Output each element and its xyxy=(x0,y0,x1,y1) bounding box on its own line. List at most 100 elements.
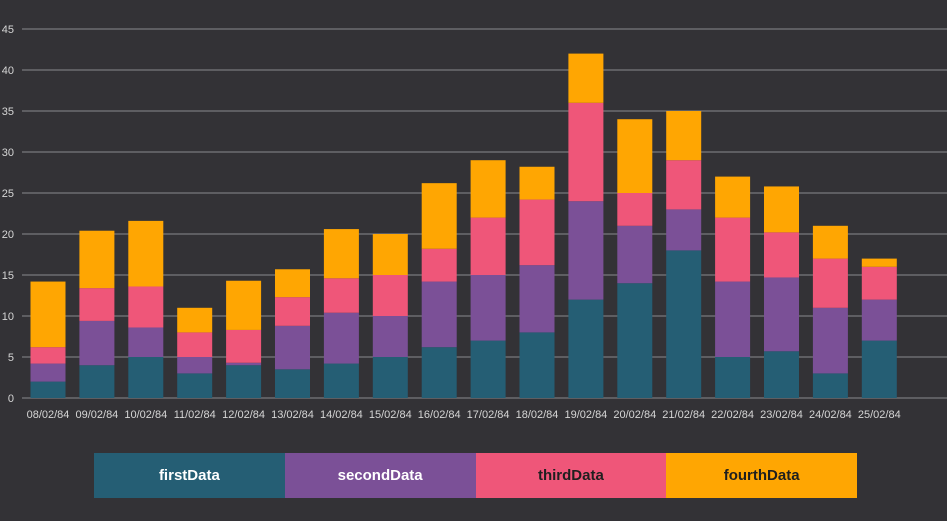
bar-segment-fourthData[interactable] xyxy=(812,225,848,259)
bar-segment-firstData[interactable] xyxy=(470,340,506,398)
bar-segment-fourthData[interactable] xyxy=(568,53,604,103)
bar-segment-secondData[interactable] xyxy=(128,327,164,357)
bar-stack-17-02-84[interactable] xyxy=(470,160,506,398)
bar-segment-firstData[interactable] xyxy=(177,373,213,398)
bar-segment-thirdData[interactable] xyxy=(617,193,653,226)
bar-segment-secondData[interactable] xyxy=(30,363,66,382)
bar-segment-secondData[interactable] xyxy=(666,209,702,251)
bar-segment-firstData[interactable] xyxy=(372,357,408,398)
legend-item-fourthData[interactable]: fourthData xyxy=(666,453,857,498)
bar-segment-thirdData[interactable] xyxy=(30,347,66,364)
bar-segment-secondData[interactable] xyxy=(617,225,653,284)
bar-segment-firstData[interactable] xyxy=(79,365,115,398)
bar-segment-thirdData[interactable] xyxy=(568,102,604,202)
bar-stack-12-02-84[interactable] xyxy=(226,280,262,398)
bar-segment-fourthData[interactable] xyxy=(30,281,66,348)
bar-segment-thirdData[interactable] xyxy=(861,266,897,300)
bar-segment-thirdData[interactable] xyxy=(177,332,213,357)
bar-segment-thirdData[interactable] xyxy=(764,232,799,278)
legend-item-firstData[interactable]: firstData xyxy=(94,453,285,498)
bar-segment-firstData[interactable] xyxy=(617,283,653,398)
bar-stack-19-02-84[interactable] xyxy=(568,53,604,398)
bar-segment-thirdData[interactable] xyxy=(323,278,359,313)
bar-stack-13-02-84[interactable] xyxy=(275,269,310,398)
bar-segment-fourthData[interactable] xyxy=(275,269,310,298)
bar-segment-firstData[interactable] xyxy=(715,357,751,398)
y-tick-label: 0 xyxy=(8,393,14,405)
bar-stack-16-02-84[interactable] xyxy=(421,183,457,398)
bar-stack-14-02-84[interactable] xyxy=(323,229,359,398)
bar-segment-thirdData[interactable] xyxy=(470,217,506,275)
bar-stack-08-02-84[interactable] xyxy=(30,281,66,398)
bar-stack-18-02-84[interactable] xyxy=(519,166,555,398)
bar-segment-secondData[interactable] xyxy=(715,281,751,357)
bar-stack-20-02-84[interactable] xyxy=(617,119,653,398)
bar-segment-thirdData[interactable] xyxy=(79,288,115,321)
bar-segment-firstData[interactable] xyxy=(812,373,848,398)
bar-segment-fourthData[interactable] xyxy=(764,186,799,233)
bar-segment-fourthData[interactable] xyxy=(421,183,457,249)
bar-segment-secondData[interactable] xyxy=(764,277,799,352)
x-tick-label: 15/02/84 xyxy=(369,409,412,421)
bar-stack-10-02-84[interactable] xyxy=(128,220,164,398)
bar-segment-firstData[interactable] xyxy=(128,357,164,398)
bar-segment-secondData[interactable] xyxy=(861,299,897,341)
bar-stack-22-02-84[interactable] xyxy=(715,176,751,398)
bar-segment-secondData[interactable] xyxy=(812,307,848,374)
bar-segment-secondData[interactable] xyxy=(177,357,213,374)
bar-segment-thirdData[interactable] xyxy=(226,329,262,363)
bar-segment-secondData[interactable] xyxy=(519,265,555,333)
bar-segment-secondData[interactable] xyxy=(226,362,262,366)
bar-segment-fourthData[interactable] xyxy=(617,119,653,193)
bar-layer xyxy=(30,53,897,398)
bar-segment-fourthData[interactable] xyxy=(323,229,359,279)
bar-segment-thirdData[interactable] xyxy=(519,199,555,266)
bar-segment-fourthData[interactable] xyxy=(79,230,115,289)
bar-segment-fourthData[interactable] xyxy=(861,258,897,267)
bar-segment-fourthData[interactable] xyxy=(128,220,164,287)
x-tick-label: 13/02/84 xyxy=(271,409,314,421)
bar-segment-fourthData[interactable] xyxy=(177,307,213,333)
bar-segment-firstData[interactable] xyxy=(30,381,66,398)
bar-segment-thirdData[interactable] xyxy=(128,286,164,328)
legend-item-secondData[interactable]: secondData xyxy=(284,453,476,498)
bar-segment-secondData[interactable] xyxy=(372,316,408,357)
bar-segment-thirdData[interactable] xyxy=(812,258,848,308)
bar-segment-firstData[interactable] xyxy=(666,250,702,398)
bar-stack-09-02-84[interactable] xyxy=(79,230,115,398)
bar-segment-thirdData[interactable] xyxy=(715,217,751,282)
bar-segment-fourthData[interactable] xyxy=(715,176,751,218)
bar-stack-25-02-84[interactable] xyxy=(861,258,897,398)
bar-stack-11-02-84[interactable] xyxy=(177,307,213,398)
bar-stack-24-02-84[interactable] xyxy=(812,225,848,398)
bar-segment-firstData[interactable] xyxy=(764,351,799,398)
bar-segment-thirdData[interactable] xyxy=(421,248,457,282)
bar-segment-secondData[interactable] xyxy=(421,281,457,348)
bar-stack-23-02-84[interactable] xyxy=(764,186,799,398)
bar-segment-firstData[interactable] xyxy=(275,369,310,398)
bar-segment-fourthData[interactable] xyxy=(372,234,408,275)
bar-segment-firstData[interactable] xyxy=(568,299,604,398)
bar-segment-fourthData[interactable] xyxy=(226,280,262,330)
bar-segment-fourthData[interactable] xyxy=(470,160,506,218)
bar-segment-firstData[interactable] xyxy=(519,332,555,398)
bar-segment-thirdData[interactable] xyxy=(666,160,702,210)
bar-segment-firstData[interactable] xyxy=(323,363,359,398)
bar-segment-firstData[interactable] xyxy=(226,365,262,398)
bar-segment-thirdData[interactable] xyxy=(275,297,310,326)
bar-segment-fourthData[interactable] xyxy=(519,166,555,200)
bar-segment-firstData[interactable] xyxy=(421,347,457,398)
bar-segment-secondData[interactable] xyxy=(568,201,604,300)
bar-segment-fourthData[interactable] xyxy=(666,111,702,161)
x-tick-label: 14/02/84 xyxy=(320,409,363,421)
bar-stack-21-02-84[interactable] xyxy=(666,111,702,398)
bar-segment-secondData[interactable] xyxy=(79,320,115,366)
bar-segment-thirdData[interactable] xyxy=(372,275,408,316)
legend-item-thirdData[interactable]: thirdData xyxy=(475,453,667,498)
bar-segment-secondData[interactable] xyxy=(470,275,506,341)
bar-segment-secondData[interactable] xyxy=(323,312,359,364)
y-axis-tick-labels: 0 5 10 15 20 25 30 35 40 45 xyxy=(2,24,14,405)
bar-stack-15-02-84[interactable] xyxy=(372,234,408,398)
bar-segment-secondData[interactable] xyxy=(275,325,310,370)
bar-segment-firstData[interactable] xyxy=(861,340,897,398)
